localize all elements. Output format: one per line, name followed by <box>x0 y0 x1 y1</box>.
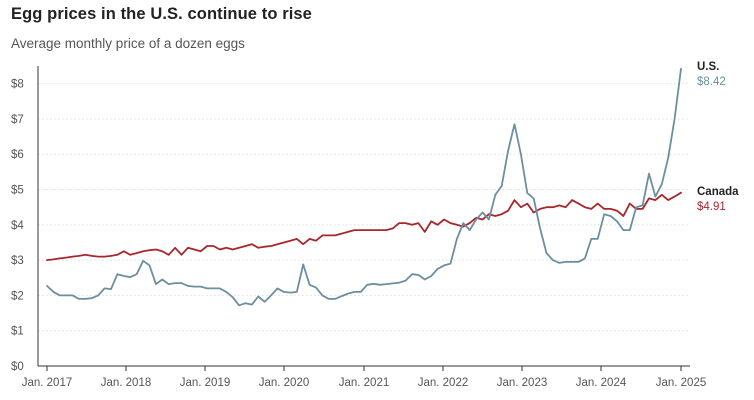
x-tick-label: Jan. 2021 <box>339 377 390 389</box>
series-line-canada <box>46 191 682 262</box>
y-tick-label: $0 <box>11 361 24 373</box>
series-lines <box>46 67 682 307</box>
y-tick-label: $3 <box>11 255 24 267</box>
series-end-labels: U.S. $8.42 Canada $4.91 <box>697 61 739 213</box>
y-tick-label: $5 <box>11 185 24 197</box>
x-tick-label: Jan. 2020 <box>259 377 310 389</box>
x-tick-label: Jan. 2018 <box>101 377 152 389</box>
series-line-us <box>46 67 682 307</box>
y-tick-label: $1 <box>11 326 24 338</box>
chart-title: Egg prices in the U.S. continue to rise <box>11 5 312 23</box>
x-tick-label: Jan. 2017 <box>22 377 73 389</box>
x-tick-label: Jan. 2022 <box>418 377 469 389</box>
x-tick-label: Jan. 2023 <box>497 377 548 389</box>
chart-subtitle: Average monthly price of a dozen eggs <box>11 36 245 51</box>
series-end-value-canada: $4.91 <box>697 201 726 213</box>
y-tick-label: $2 <box>11 290 24 302</box>
x-tick-label: Jan. 2024 <box>576 377 627 389</box>
y-axis-tick-labels: $0 $1 $2 $3 $4 $5 $6 $7 $8 <box>11 79 24 373</box>
series-name-us: U.S. <box>697 61 719 73</box>
x-axis-tick-labels: Jan. 2017 Jan. 2018 Jan. 2019 Jan. 2020 Jan.… <box>22 377 707 389</box>
y-tick-label: $6 <box>11 149 24 161</box>
series-end-value-us: $8.42 <box>697 76 726 88</box>
series-name-canada: Canada <box>697 186 739 198</box>
gridlines <box>38 83 690 332</box>
y-tick-label: $8 <box>11 79 24 91</box>
x-tick-label: Jan. 2019 <box>180 377 231 389</box>
x-tick-label: Jan. 2025 <box>656 377 707 389</box>
y-tick-label: $4 <box>11 220 24 232</box>
axes <box>37 66 690 371</box>
y-tick-label: $7 <box>11 114 24 126</box>
